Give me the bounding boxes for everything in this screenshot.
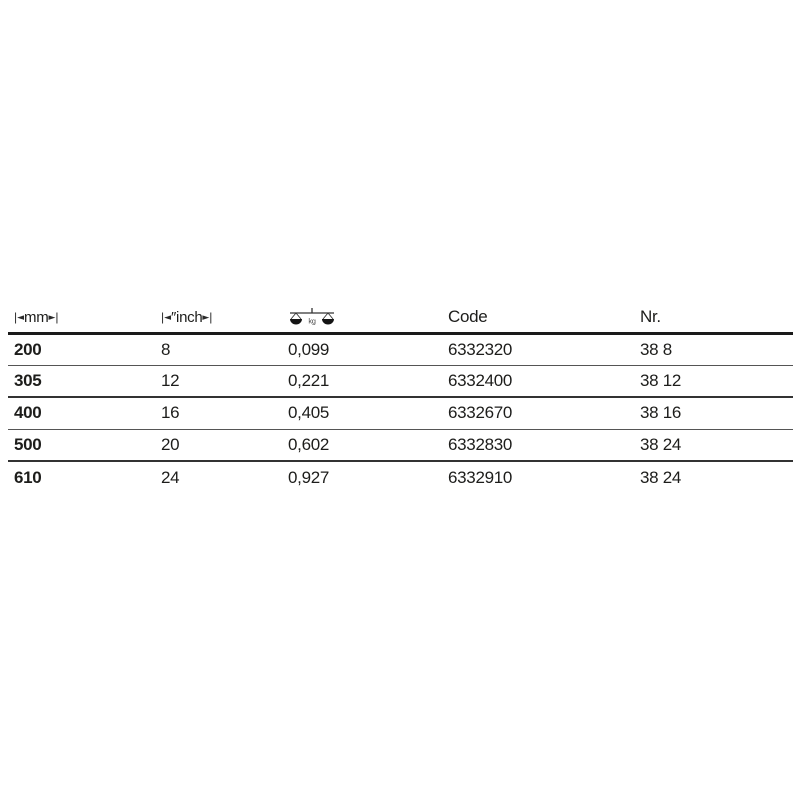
column-header-weight: kg (282, 300, 442, 333)
arrow-right-icon: ► (202, 312, 210, 323)
cell-nr: 38 24 (640, 434, 682, 454)
cell-nr: 38 16 (640, 403, 682, 423)
inch-label: ″inch (171, 308, 203, 326)
cell-mm: 500 (14, 434, 42, 454)
kg-label: kg (308, 316, 315, 325)
column-header-nr: Nr. (640, 306, 661, 326)
cell-code: 6332910 (448, 467, 513, 487)
cell-code: 6332320 (448, 339, 513, 359)
table-row: 610 24 0,927 6332910 38 24 (8, 461, 793, 493)
cell-nr: 38 24 (640, 467, 682, 487)
cell-kg: 0,927 (288, 467, 330, 487)
cell-inch: 12 (161, 370, 180, 390)
cell-mm: 610 (14, 467, 42, 487)
arrow-left-icon: ◄ (164, 312, 172, 323)
cell-mm: 400 (14, 403, 42, 423)
cell-nr: 38 12 (640, 370, 682, 390)
table-row: 305 12 0,221 6332400 38 12 (8, 365, 793, 397)
mm-label: mm (24, 308, 49, 326)
cell-code: 6332670 (448, 403, 513, 423)
cell-code: 6332830 (448, 434, 513, 454)
cell-mm: 200 (14, 339, 42, 359)
arrow-right-icon: ► (48, 312, 56, 323)
cell-inch: 24 (161, 467, 180, 487)
column-header-inch: |◄″inch►| (155, 300, 282, 333)
table-header-row: |◄mm►| |◄″inch►| kg Code Nr. (8, 300, 793, 333)
cell-inch: 20 (161, 434, 180, 454)
table-row: 400 16 0,405 6332670 38 16 (8, 397, 793, 429)
mm-dimension-symbol: |◄mm►| (14, 308, 59, 326)
product-spec-table: |◄mm►| |◄″inch►| kg Code Nr. (8, 300, 793, 493)
cell-inch: 8 (161, 339, 171, 359)
cell-code: 6332400 (448, 370, 513, 390)
cell-kg: 0,405 (288, 403, 330, 423)
cell-nr: 38 8 (640, 339, 672, 359)
cell-kg: 0,221 (288, 370, 330, 390)
arrow-left-icon: ◄ (17, 312, 25, 323)
column-header-code: Code (448, 306, 488, 326)
cell-kg: 0,099 (288, 339, 330, 359)
inch-dimension-symbol: |◄″inch►| (161, 308, 213, 326)
scale-kg-icon: kg (290, 307, 334, 325)
table-row: 200 8 0,099 6332320 38 8 (8, 333, 793, 365)
cell-inch: 16 (161, 403, 180, 423)
table-row: 500 20 0,602 6332830 38 24 (8, 429, 793, 461)
cell-mm: 305 (14, 370, 42, 390)
cell-kg: 0,602 (288, 434, 330, 454)
column-header-mm: |◄mm►| (8, 300, 155, 333)
